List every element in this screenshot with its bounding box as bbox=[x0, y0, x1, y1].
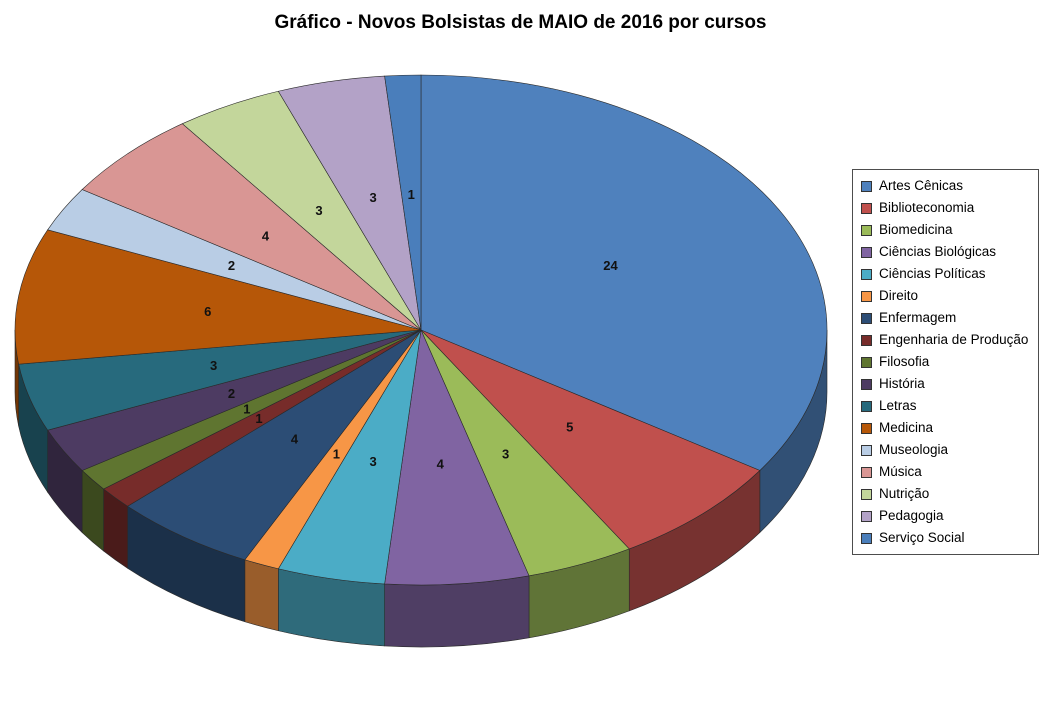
legend-item: Filosofia bbox=[853, 351, 1038, 373]
legend-label: Nutrição bbox=[879, 486, 930, 501]
legend-swatch-icon bbox=[861, 224, 872, 236]
slice-value-label: 4 bbox=[437, 457, 445, 472]
legend-label: Letras bbox=[879, 398, 917, 413]
legend-swatch-icon bbox=[861, 356, 872, 368]
legend-swatch-icon bbox=[861, 312, 872, 324]
slice-value-label: 1 bbox=[333, 446, 340, 461]
legend-swatch-icon bbox=[861, 510, 872, 522]
slice-value-label: 4 bbox=[262, 229, 270, 244]
slice-value-label: 3 bbox=[315, 203, 322, 218]
legend-swatch-icon bbox=[861, 180, 872, 192]
legend-item: Artes Cênicas bbox=[853, 175, 1038, 197]
slice-value-label: 1 bbox=[408, 187, 415, 202]
legend-item: Letras bbox=[853, 395, 1038, 417]
legend-item: Museologia bbox=[853, 439, 1038, 461]
pie-slice-side bbox=[384, 575, 530, 648]
legend-label: Museologia bbox=[879, 442, 949, 457]
legend-label: História bbox=[879, 376, 925, 391]
slice-value-label: 1 bbox=[243, 401, 250, 416]
slice-value-label: 3 bbox=[502, 446, 509, 461]
legend-label: Biomedicina bbox=[879, 222, 953, 237]
slice-value-label: 1 bbox=[255, 411, 262, 426]
legend-label: Música bbox=[879, 464, 922, 479]
legend-swatch-icon bbox=[861, 378, 872, 390]
slice-value-label: 3 bbox=[210, 358, 217, 373]
legend-label: Serviço Social bbox=[879, 530, 965, 545]
legend-item: Biblioteconomia bbox=[853, 197, 1038, 219]
legend-label: Ciências Políticas bbox=[879, 266, 986, 281]
slice-value-label: 24 bbox=[603, 258, 618, 273]
legend-label: Ciências Biológicas bbox=[879, 244, 997, 259]
slice-value-label: 6 bbox=[204, 304, 211, 319]
slice-value-label: 3 bbox=[369, 190, 376, 205]
pie-slice-side bbox=[244, 559, 279, 632]
legend-swatch-icon bbox=[861, 488, 872, 500]
legend-item: Música bbox=[853, 461, 1038, 483]
legend-swatch-icon bbox=[861, 268, 872, 280]
legend-label: Medicina bbox=[879, 420, 934, 435]
legend-item: Biomedicina bbox=[853, 219, 1038, 241]
slice-value-label: 2 bbox=[228, 386, 235, 401]
legend-swatch-icon bbox=[861, 444, 872, 456]
legend-item: Direito bbox=[853, 285, 1038, 307]
legend-item: Medicina bbox=[853, 417, 1038, 439]
legend-label: Engenharia de Produção bbox=[879, 332, 1029, 347]
pie-slice bbox=[384, 328, 530, 586]
pie-slice bbox=[126, 329, 422, 561]
legend-label: Enfermagem bbox=[879, 310, 957, 325]
legend-label: Artes Cênicas bbox=[879, 178, 964, 193]
legend-swatch-icon bbox=[861, 246, 872, 258]
legend-swatch-icon bbox=[861, 466, 872, 478]
legend-swatch-icon bbox=[861, 532, 872, 544]
legend-label: Filosofia bbox=[879, 354, 930, 369]
pie-slice bbox=[420, 329, 761, 550]
legend-item: Serviço Social bbox=[853, 527, 1038, 549]
legend-item: Ciências Políticas bbox=[853, 263, 1038, 285]
pie-slice bbox=[81, 123, 422, 331]
slice-value-label: 4 bbox=[291, 431, 299, 446]
legend-swatch-icon bbox=[861, 290, 872, 302]
slice-value-label: 3 bbox=[369, 454, 376, 469]
slice-value-label: 2 bbox=[228, 258, 235, 273]
legend-item: Enfermagem bbox=[853, 307, 1038, 329]
legend-label: Biblioteconomia bbox=[879, 200, 975, 215]
legend-item: Pedagogia bbox=[853, 505, 1038, 527]
legend-item: Ciências Biológicas bbox=[853, 241, 1038, 263]
legend-item: Engenharia de Produção bbox=[853, 329, 1038, 351]
legend-label: Direito bbox=[879, 288, 919, 303]
pie-slice bbox=[420, 74, 828, 471]
legend-label: Pedagogia bbox=[879, 508, 944, 523]
pie-slice bbox=[14, 229, 422, 365]
legend: Artes Cênicas Biblioteconomia Biomedicin… bbox=[852, 169, 1039, 555]
legend-swatch-icon bbox=[861, 334, 872, 346]
legend-item: História bbox=[853, 373, 1038, 395]
legend-item: Nutrição bbox=[853, 483, 1038, 505]
legend-swatch-icon bbox=[861, 422, 872, 434]
legend-swatch-icon bbox=[861, 400, 872, 412]
chart-title: Gráfico - Novos Bolsistas de MAIO de 201… bbox=[274, 12, 767, 33]
slice-value-label: 5 bbox=[566, 420, 573, 435]
legend-swatch-icon bbox=[861, 202, 872, 214]
pie-slice bbox=[384, 74, 422, 331]
